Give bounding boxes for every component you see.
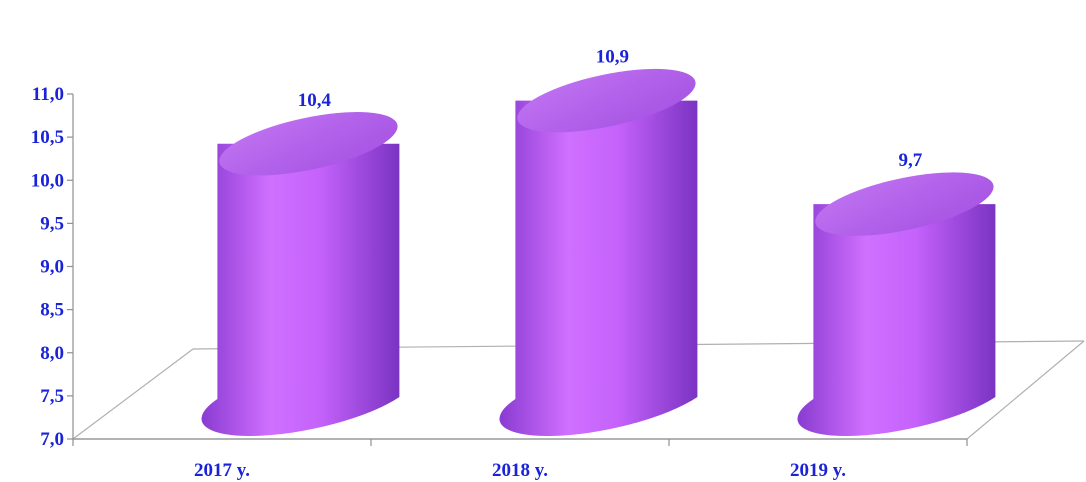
y-tick-label: 11,0	[32, 84, 64, 105]
x-tick-label: 2017 y.	[194, 460, 250, 481]
y-axis-ticks: 7,0 7,5 8,0 8,5 9,0 9,5 10,0 10,5 11,0	[31, 84, 73, 450]
y-tick-label: 10,0	[31, 170, 64, 191]
bar: 9,7	[797, 150, 996, 437]
bar-top	[517, 68, 696, 133]
y-tick-label: 9,0	[40, 257, 64, 278]
data-label: 10,9	[596, 47, 629, 68]
bar-body	[201, 143, 400, 436]
y-tick-label: 7,0	[40, 429, 64, 450]
bar-body	[499, 100, 698, 437]
y-tick-label: 8,5	[40, 300, 64, 321]
x-axis-ticks: 2017 y. 2018 y. 2019 y.	[72, 439, 968, 481]
y-tick-label: 9,5	[40, 213, 64, 234]
bar-top	[815, 172, 994, 236]
bar-top	[219, 112, 398, 176]
y-tick-label: 8,0	[40, 343, 64, 364]
bars: 10,4 10,9 9,7	[201, 47, 996, 437]
y-tick-label: 10,5	[31, 127, 64, 148]
bar-body	[797, 204, 996, 437]
x-tick-label: 2019 y.	[790, 460, 846, 481]
bar: 10,4	[201, 90, 400, 436]
y-tick-label: 7,5	[40, 386, 64, 407]
bar: 10,9	[499, 47, 698, 437]
x-tick-label: 2018 y.	[492, 460, 548, 481]
data-label: 10,4	[298, 90, 332, 111]
data-label: 9,7	[899, 150, 923, 171]
